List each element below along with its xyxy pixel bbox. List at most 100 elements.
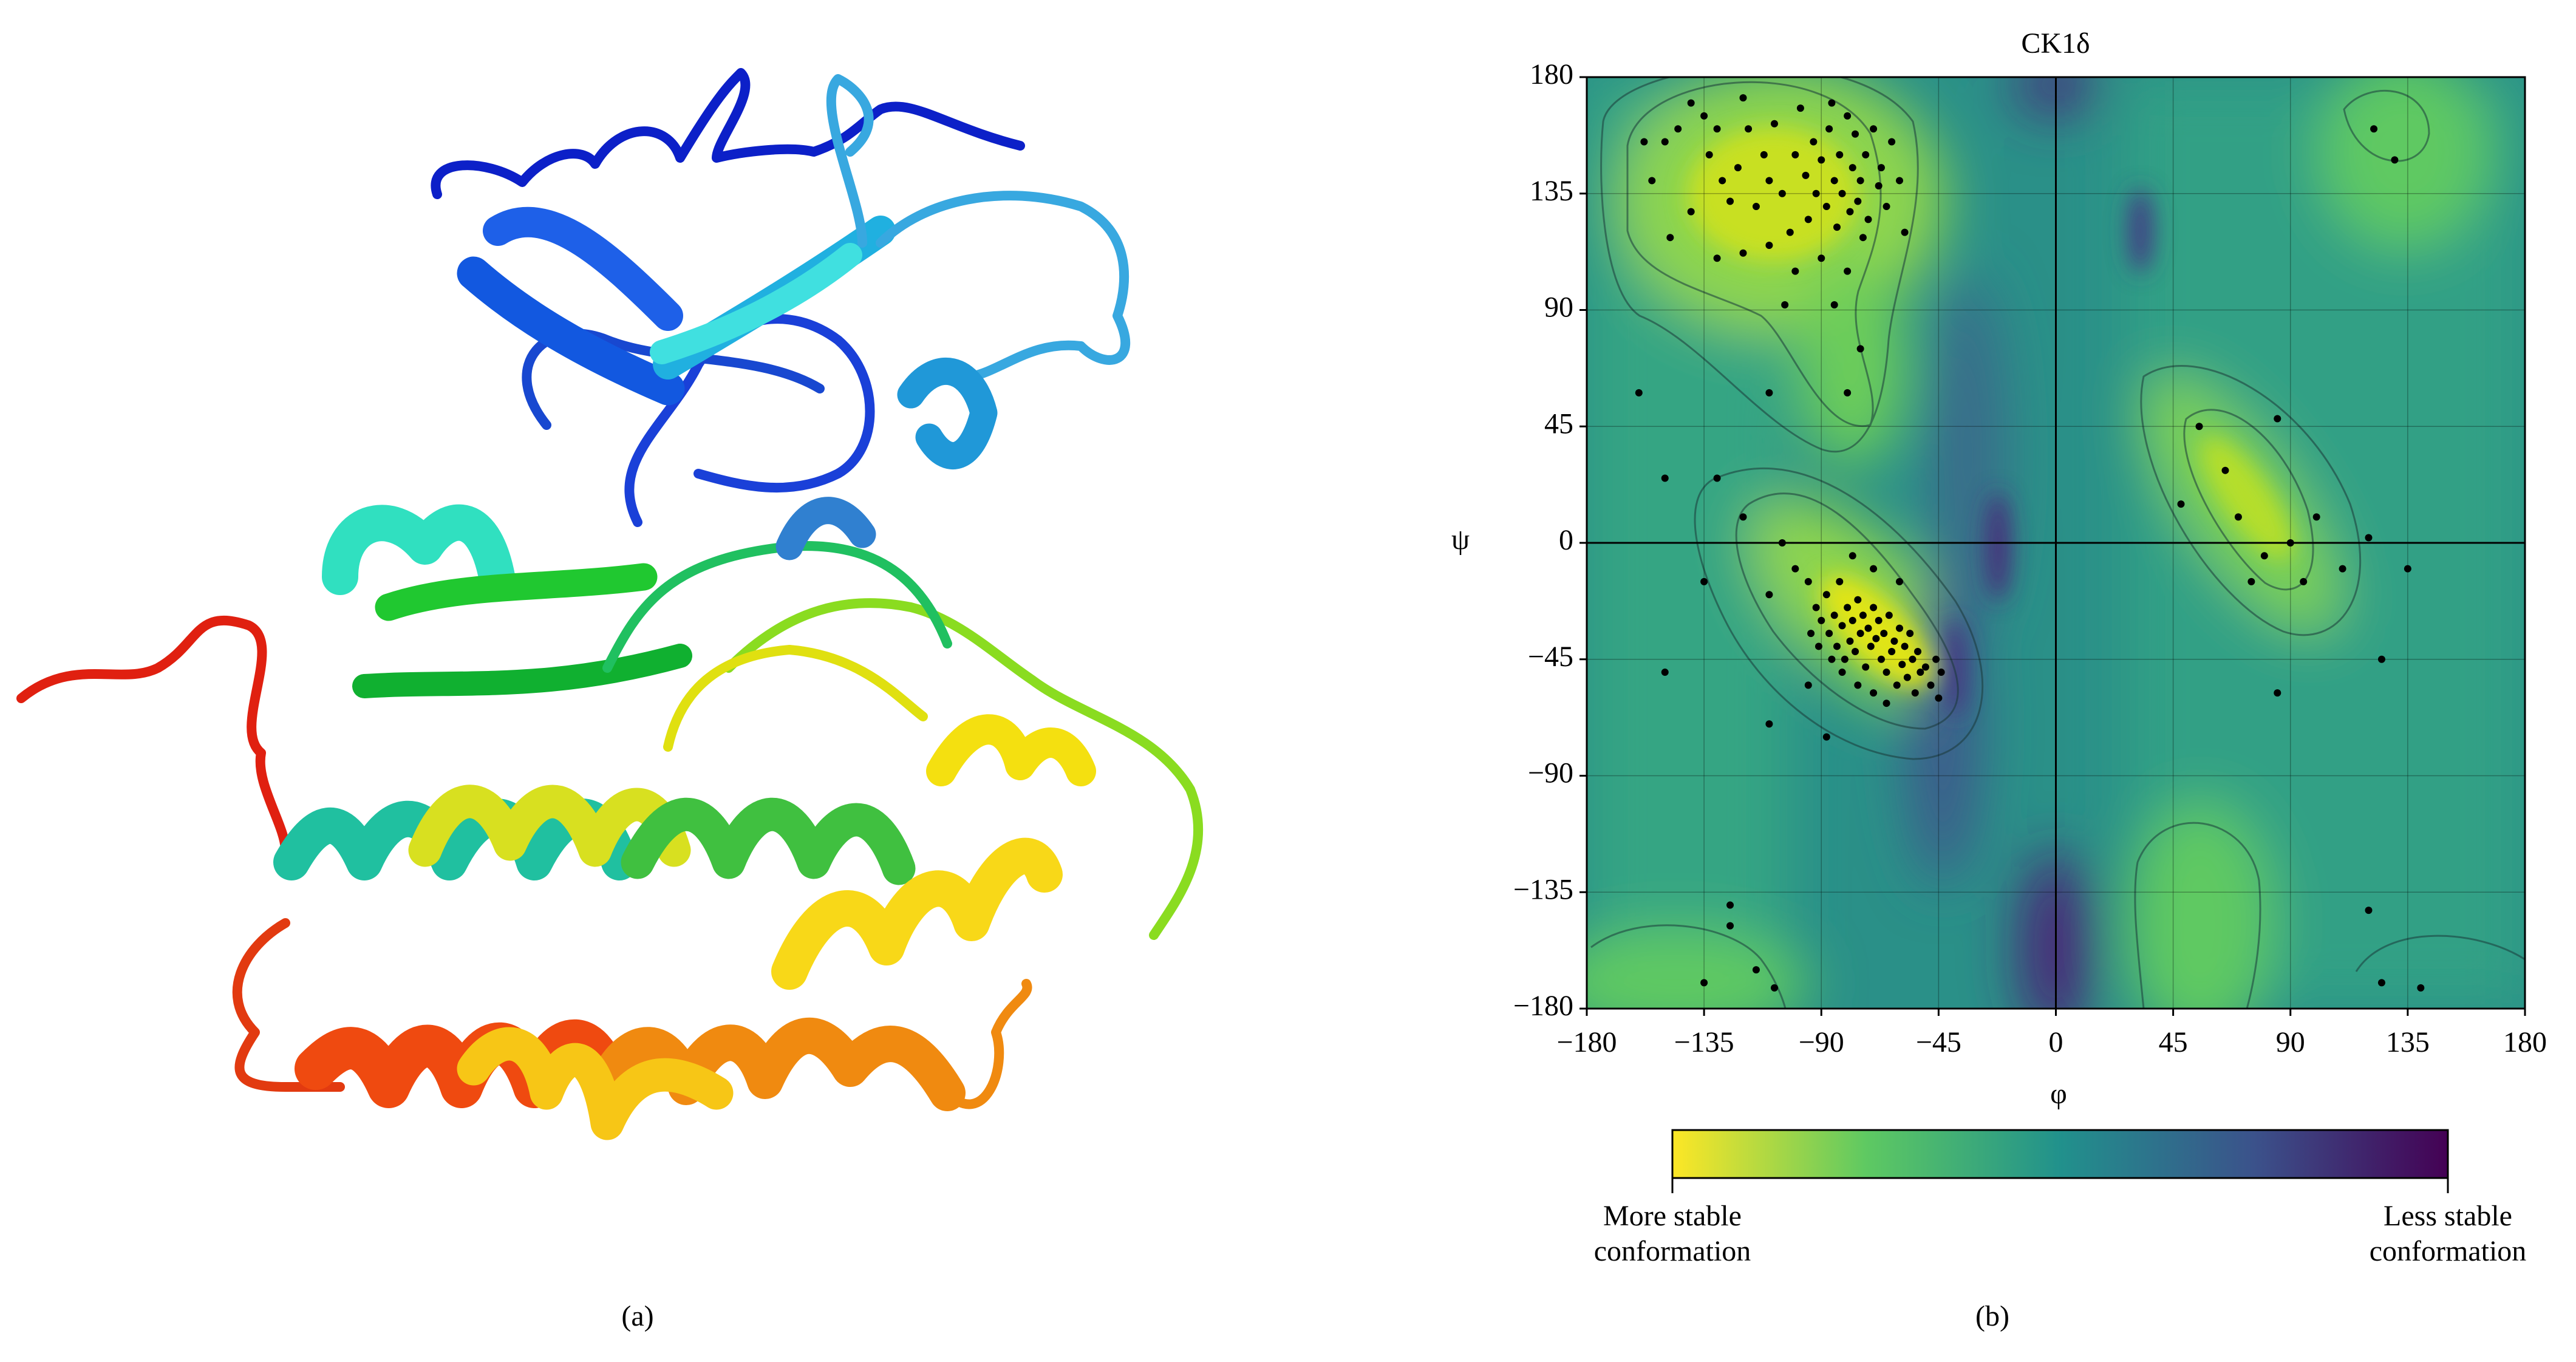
data-point — [1838, 669, 1846, 676]
data-point — [1844, 267, 1852, 275]
x-axis-label: φ — [2050, 1078, 2067, 1110]
colorbar-label: Less stable — [2383, 1200, 2512, 1232]
y-tick-label: −180 — [1513, 990, 1573, 1022]
data-point — [1870, 125, 1878, 133]
data-point — [1901, 642, 1909, 650]
data-point — [1739, 94, 1747, 102]
y-tick-label: −135 — [1513, 873, 1573, 905]
data-point — [1849, 616, 1856, 624]
data-point — [1896, 177, 1903, 185]
data-point — [1687, 208, 1695, 216]
data-point — [1765, 389, 1773, 397]
data-point — [1804, 681, 1812, 689]
data-point — [1739, 249, 1747, 257]
data-point — [1765, 241, 1773, 249]
x-tick-label: −90 — [1799, 1026, 1844, 1058]
data-point — [1872, 635, 1880, 642]
data-point — [1830, 301, 1838, 308]
x-tick-label: 90 — [2276, 1026, 2305, 1058]
data-point — [2195, 423, 2203, 431]
data-point — [1752, 203, 1760, 211]
panel-label: (b) — [1975, 1300, 2009, 1332]
data-point — [1830, 177, 1838, 185]
data-point — [1883, 203, 1890, 211]
data-point — [1666, 234, 1674, 242]
data-point — [1822, 203, 1830, 211]
data-point — [1818, 254, 1825, 262]
data-point — [2300, 577, 2308, 585]
data-point — [1752, 966, 1760, 974]
data-point — [1859, 611, 1867, 619]
data-point — [1726, 922, 1734, 930]
x-tick-label: 0 — [2049, 1026, 2063, 1058]
data-point — [2286, 539, 2294, 547]
data-point — [1802, 171, 1810, 179]
data-point — [1906, 630, 1914, 638]
data-point — [1877, 164, 1885, 172]
data-point — [1818, 156, 1825, 164]
data-point — [1825, 630, 1833, 638]
colorbar — [1671, 1129, 2449, 1179]
data-point — [1745, 125, 1753, 133]
energy-map — [1587, 77, 2525, 1009]
data-point — [1812, 189, 1820, 197]
x-tick-label: 45 — [2159, 1026, 2188, 1058]
data-point — [1859, 234, 1867, 242]
data-point — [1734, 164, 1742, 172]
data-point — [1661, 669, 1669, 676]
data-point — [1713, 125, 1721, 133]
data-point — [1778, 539, 1786, 547]
data-point — [1870, 565, 1878, 573]
panel-label: (a) — [621, 1300, 653, 1332]
data-point — [1888, 138, 1896, 146]
data-point — [1674, 125, 1682, 133]
data-point — [1921, 663, 1929, 671]
data-point — [2177, 500, 2185, 508]
x-tick-label: 135 — [2386, 1026, 2430, 1058]
data-point — [1807, 630, 1815, 638]
data-point — [1888, 647, 1896, 655]
data-point — [1852, 130, 1859, 138]
data-point — [1830, 611, 1838, 619]
data-point — [1854, 596, 1862, 604]
data-point — [2377, 655, 2385, 663]
data-point — [1836, 151, 1844, 158]
data-point — [1786, 228, 1794, 236]
data-point — [1844, 112, 1852, 120]
data-point — [1796, 104, 1804, 112]
data-point — [2377, 979, 2385, 987]
data-point — [1883, 669, 1890, 676]
data-point — [1870, 689, 1878, 697]
data-point — [1700, 577, 1708, 585]
data-point — [1828, 99, 1836, 107]
data-point — [1833, 642, 1841, 650]
data-point — [1864, 624, 1872, 632]
protein-ribbon — [16, 68, 1204, 1140]
data-point — [1867, 642, 1875, 650]
data-point — [1726, 901, 1734, 909]
data-point — [1648, 177, 1656, 185]
data-point — [2370, 125, 2378, 133]
y-axis-label: ψ — [1451, 523, 1470, 556]
data-point — [1687, 99, 1695, 107]
data-point — [1893, 681, 1901, 689]
data-point — [1880, 630, 1888, 638]
data-point — [1932, 655, 1940, 663]
data-point — [1838, 622, 1846, 630]
data-point — [1901, 228, 1909, 236]
data-point — [2365, 907, 2373, 914]
data-point — [2221, 466, 2229, 474]
data-point — [1833, 223, 1841, 231]
data-point — [1640, 138, 1648, 146]
data-point — [1838, 189, 1846, 197]
data-point — [2260, 552, 2268, 560]
data-point — [1778, 189, 1786, 197]
data-point — [1705, 151, 1713, 158]
data-point — [1875, 616, 1883, 624]
data-point — [1849, 164, 1856, 172]
colorbar-label: conformation — [2370, 1235, 2527, 1267]
data-point — [1635, 389, 1643, 397]
data-point — [1927, 681, 1935, 689]
